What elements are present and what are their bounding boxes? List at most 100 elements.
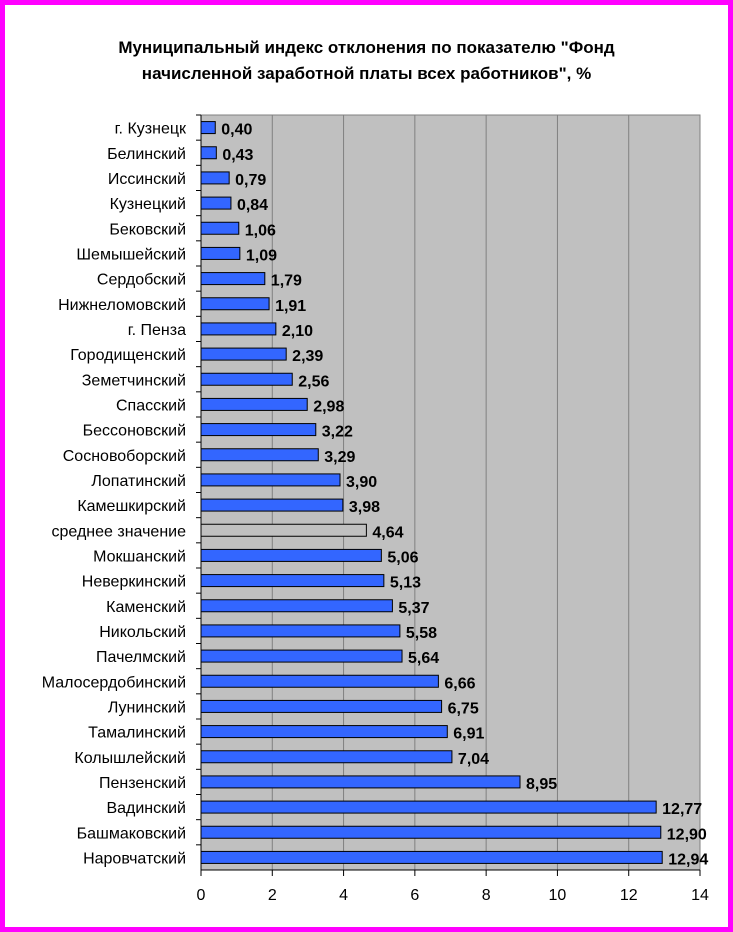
category-label: Каменский [106, 599, 186, 616]
x-tick-label: 6 [410, 887, 419, 904]
data-label: 6,75 [448, 700, 479, 717]
bar [200, 523, 367, 537]
category-label: Камешкирский [77, 498, 186, 515]
category-label: Мокшанский [93, 548, 186, 565]
chart-title-line-1: Муниципальный индекс отклонения по показ… [118, 38, 615, 57]
category-label: Пачелмский [96, 649, 186, 666]
data-label: 2,56 [298, 373, 329, 390]
bar [200, 825, 662, 839]
data-label: 0,40 [221, 122, 252, 139]
data-label: 5,13 [390, 575, 421, 592]
bar [200, 498, 344, 512]
category-label: г. Кузнецк [115, 121, 187, 138]
data-label: 6,91 [453, 726, 484, 743]
bar [200, 146, 217, 160]
data-label: 5,06 [387, 549, 418, 566]
x-tick-label: 4 [339, 887, 348, 904]
chart-title-line-2: начисленной заработной платы всех работн… [141, 64, 592, 83]
bar [200, 272, 266, 286]
bar [200, 574, 385, 588]
bar [200, 423, 317, 437]
data-label: 2,39 [292, 348, 323, 365]
bar [200, 674, 439, 688]
data-label: 3,29 [324, 449, 355, 466]
data-label: 12,77 [662, 801, 702, 818]
bar [200, 725, 448, 739]
category-label: Башмаковский [77, 825, 186, 842]
data-label: 3,90 [346, 474, 377, 491]
plot-area [200, 114, 701, 871]
category-label: среднее значение [52, 523, 187, 540]
data-label: 2,98 [313, 398, 344, 415]
bar [200, 347, 287, 361]
bar [200, 624, 401, 638]
category-label: Белинский [107, 146, 186, 163]
category-label: Тамалинский [88, 725, 186, 742]
bar [200, 121, 216, 135]
bar [200, 599, 393, 613]
data-label: 12,94 [668, 851, 708, 868]
bar [200, 775, 521, 789]
data-label: 0,84 [237, 197, 268, 214]
category-label: Кузнецкий [110, 196, 186, 213]
category-label: Шемышейский [76, 246, 186, 263]
category-label: Бековский [109, 221, 186, 238]
data-label: 3,98 [349, 499, 380, 516]
bar [200, 196, 232, 210]
data-label: 7,04 [458, 751, 489, 768]
bar [200, 171, 230, 185]
category-label: Спасский [116, 397, 186, 414]
bar [200, 448, 319, 462]
category-label: Городищенский [70, 347, 186, 364]
data-label: 5,58 [406, 625, 437, 642]
category-label: Лопатинский [91, 473, 186, 490]
bar [200, 221, 240, 235]
bar [200, 322, 277, 336]
data-label: 5,64 [408, 650, 439, 667]
bar [200, 800, 657, 814]
data-label: 8,95 [526, 776, 557, 793]
category-label: Малосердобинский [42, 674, 186, 691]
bar [200, 850, 663, 864]
bar [200, 750, 453, 764]
data-label: 6,66 [444, 675, 475, 692]
x-tick-label: 0 [197, 887, 206, 904]
x-tick-label: 2 [268, 887, 277, 904]
bar [200, 372, 293, 386]
bar [200, 649, 403, 663]
data-label: 1,91 [275, 298, 306, 315]
bar [200, 699, 443, 713]
chart-title: Муниципальный индекс отклонения по показ… [5, 35, 728, 87]
category-label: Пензенский [99, 775, 186, 792]
x-tick-label: 12 [620, 887, 638, 904]
data-label: 1,79 [271, 273, 302, 290]
x-tick-label: 10 [549, 887, 567, 904]
bar [200, 246, 241, 260]
category-label: Иссинский [108, 171, 186, 188]
bar [200, 548, 382, 562]
category-label: Сердобский [97, 272, 186, 289]
data-label: 1,09 [246, 247, 277, 264]
data-label: 3,22 [322, 424, 353, 441]
category-label: Бессоновский [83, 423, 186, 440]
category-label: Наровчатский [83, 850, 186, 867]
data-label: 5,37 [398, 600, 429, 617]
data-label: 4,64 [372, 524, 403, 541]
data-label: 2,10 [282, 323, 313, 340]
data-label: 0,43 [222, 147, 253, 164]
category-label: г. Пенза [128, 322, 186, 339]
category-label: Земетчинский [82, 372, 186, 389]
category-label: Никольский [99, 624, 186, 641]
x-tick-label: 8 [482, 887, 491, 904]
data-label: 1,06 [245, 222, 276, 239]
data-label: 12,90 [667, 826, 707, 843]
category-label: Колышлейский [74, 750, 186, 767]
category-label: Неверкинский [82, 574, 186, 591]
bar [200, 397, 308, 411]
data-label: 0,79 [235, 172, 266, 189]
category-label: Вадинский [106, 800, 186, 817]
bar [200, 473, 341, 487]
bar [200, 297, 270, 311]
x-tick-label: 14 [691, 887, 709, 904]
